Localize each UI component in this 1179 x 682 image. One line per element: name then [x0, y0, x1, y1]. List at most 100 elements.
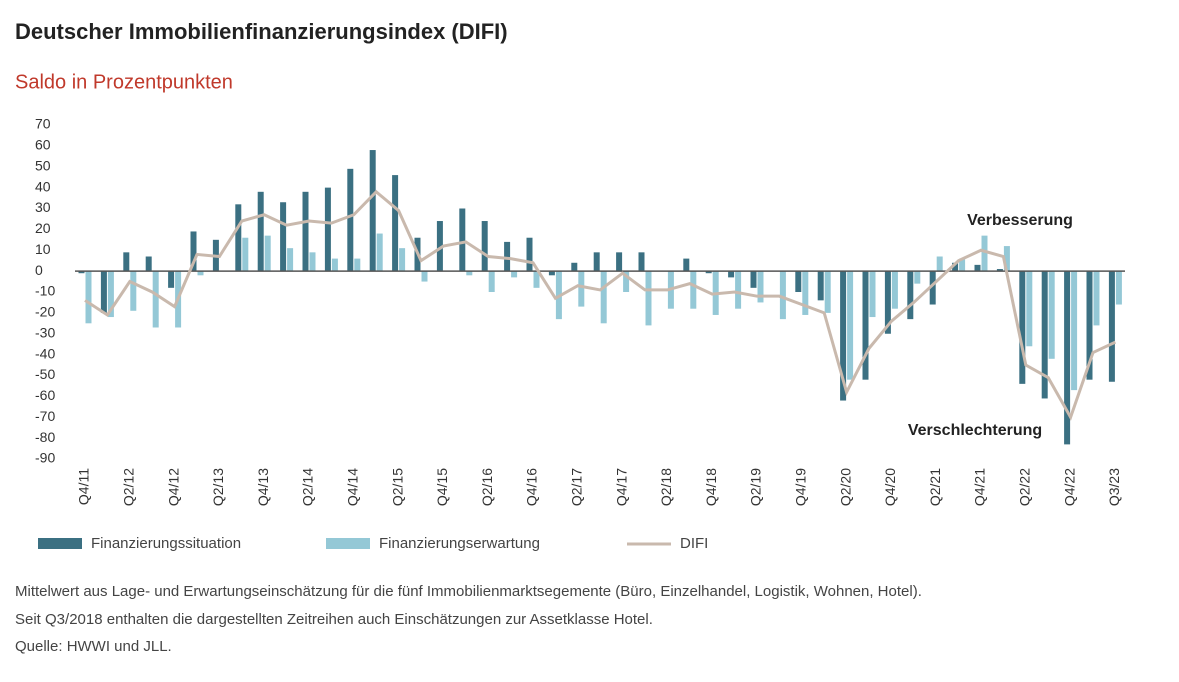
- bar: [884, 271, 891, 334]
- x-tick-label: Q3/23: [1106, 468, 1122, 506]
- x-tick-label: Q4/16: [524, 468, 540, 506]
- bar: [1019, 271, 1026, 384]
- annotation: Verbesserung: [967, 212, 1073, 229]
- y-tick-label: 60: [35, 137, 51, 153]
- y-tick-label: -60: [35, 387, 55, 403]
- note: Mittelwert aus Lage- und Erwartungseinsc…: [15, 583, 922, 600]
- bar: [802, 271, 809, 315]
- annotation: Verschlechterung: [908, 422, 1042, 439]
- bar: [392, 175, 399, 272]
- legend-label: Finanzierungserwartung: [379, 535, 540, 552]
- bar: [421, 271, 428, 282]
- bar: [757, 271, 764, 303]
- bar: [399, 248, 406, 272]
- x-tick-label: Q4/22: [1061, 468, 1077, 506]
- bar: [264, 235, 271, 272]
- bar: [779, 271, 786, 320]
- x-tick-label: Q2/12: [121, 468, 137, 506]
- bar: [1041, 271, 1048, 399]
- y-tick-label: -30: [35, 324, 55, 340]
- bar: [1115, 271, 1122, 305]
- bar: [847, 271, 854, 380]
- bar: [1071, 271, 1078, 391]
- bar: [347, 168, 354, 272]
- bar: [257, 191, 264, 272]
- bar: [145, 256, 152, 272]
- y-tick-label: -10: [35, 283, 55, 299]
- x-tick-label: Q2/22: [1017, 468, 1033, 506]
- bar: [197, 271, 204, 276]
- bar: [907, 271, 914, 320]
- bar: [130, 271, 137, 311]
- bar: [690, 271, 697, 309]
- chart-title: Deutscher Immobilienfinanzierungsindex (…: [15, 19, 508, 44]
- y-tick-label: -40: [35, 345, 55, 361]
- x-tick-label: Q2/20: [837, 468, 853, 506]
- x-tick-label: Q2/17: [569, 468, 585, 506]
- bar: [840, 271, 847, 401]
- bar: [123, 252, 130, 272]
- bar: [795, 271, 802, 292]
- bar: [1093, 271, 1100, 326]
- y-tick-label: -20: [35, 304, 55, 320]
- bar: [638, 252, 645, 272]
- y-tick-label: 0: [35, 262, 43, 278]
- bar: [324, 187, 331, 272]
- bar: [369, 150, 376, 272]
- x-tick-label: Q4/13: [255, 468, 271, 506]
- x-tick-label: Q4/20: [882, 468, 898, 506]
- bar: [235, 204, 242, 272]
- bar: [376, 233, 383, 272]
- x-tick-label: Q2/21: [927, 468, 943, 506]
- bar: [750, 271, 757, 288]
- y-tick-label: -70: [35, 408, 55, 424]
- bar: [891, 271, 898, 309]
- x-tick-label: Q4/21: [972, 468, 988, 506]
- bar: [645, 271, 652, 326]
- bar: [548, 271, 555, 276]
- x-tick-label: Q4/17: [613, 468, 629, 506]
- x-tick-label: Q2/16: [479, 468, 495, 506]
- bar: [107, 271, 114, 318]
- x-tick-label: Q2/15: [389, 468, 405, 506]
- y-tick-label: 50: [35, 157, 51, 173]
- bar: [936, 256, 943, 272]
- bar: [242, 237, 249, 272]
- bar: [1108, 271, 1115, 382]
- bar: [996, 269, 1003, 272]
- bar: [481, 221, 488, 272]
- bar: [280, 202, 287, 272]
- bar: [593, 252, 600, 272]
- bar: [914, 271, 921, 284]
- bar: [728, 271, 735, 278]
- bar: [616, 252, 623, 272]
- x-tick-label: Q2/18: [658, 468, 674, 506]
- y-tick-label: -90: [35, 450, 55, 466]
- legend-swatch: [38, 538, 82, 549]
- bar: [623, 271, 630, 292]
- bar: [78, 271, 85, 274]
- bar: [331, 258, 338, 272]
- legend-label: Finanzierungssituation: [91, 535, 241, 552]
- bar: [824, 271, 831, 313]
- x-tick-label: Q4/14: [345, 468, 361, 506]
- bar: [1003, 246, 1010, 272]
- bar: [571, 262, 578, 272]
- bar: [578, 271, 585, 307]
- bar: [85, 271, 92, 324]
- y-tick-label: 10: [35, 241, 51, 257]
- difi-line: [84, 189, 1117, 421]
- bar: [869, 271, 876, 318]
- bar: [959, 258, 966, 272]
- x-tick-label: Q4/15: [434, 468, 450, 506]
- bar: [488, 271, 495, 292]
- bar: [459, 208, 466, 272]
- bar: [190, 231, 197, 272]
- legend-label: DIFI: [680, 535, 708, 552]
- x-tick-label: Q2/14: [300, 468, 316, 506]
- bar: [152, 271, 159, 328]
- bar: [981, 235, 988, 272]
- x-tick-label: Q4/12: [165, 468, 181, 506]
- bar: [952, 262, 959, 272]
